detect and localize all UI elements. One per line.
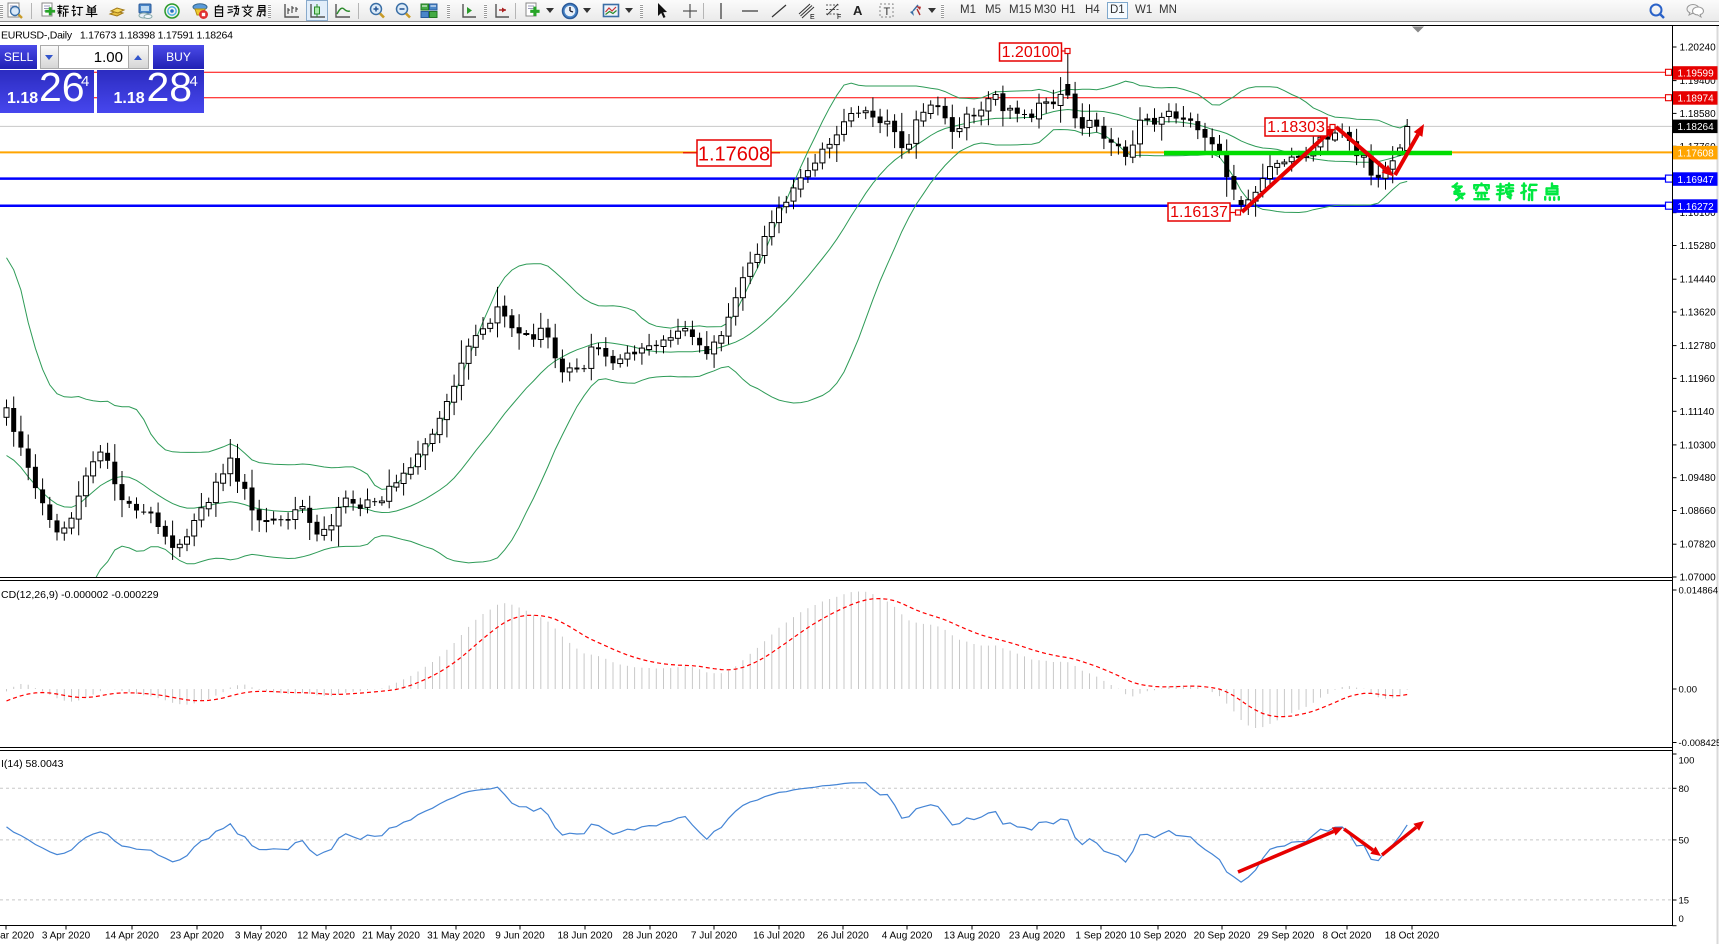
svg-text:31 May 2020: 31 May 2020 [427,931,485,942]
svg-text:EURUSD-,Daily 1.17673 1.1839: EURUSD-,Daily 1.17673 1.18398 1.17591 1.… [1,30,233,42]
svg-text:1.17608: 1.17608 [698,143,770,165]
svg-text:12 May 2020: 12 May 2020 [297,931,355,942]
svg-text:1.20100: 1.20100 [1002,44,1060,61]
svg-text:1.11140: 1.11140 [1680,407,1715,418]
svg-text:1.13620: 1.13620 [1680,308,1717,319]
svg-text:9 Jun 2020: 9 Jun 2020 [495,931,545,942]
svg-text:3 May 2020: 3 May 2020 [235,931,288,942]
svg-text:CD(12,26,9) -0.000002 -0.00022: CD(12,26,9) -0.000002 -0.000229 [1,589,159,601]
svg-text:23 Aug 2020: 23 Aug 2020 [1009,931,1066,942]
svg-text:21 May 2020: 21 May 2020 [362,931,420,942]
svg-text:1.11960: 1.11960 [1680,374,1716,385]
svg-text:1.18580: 1.18580 [1680,109,1717,120]
svg-text:T: T [884,6,891,18]
svg-text:1.07000: 1.07000 [1680,573,1717,584]
svg-text:1.14440: 1.14440 [1680,275,1717,286]
svg-text:0.014864: 0.014864 [1679,586,1719,597]
svg-text:1.18974: 1.18974 [1678,94,1715,105]
svg-text:16 Jul 2020: 16 Jul 2020 [753,931,805,942]
svg-text:26 Jul 2020: 26 Jul 2020 [817,931,869,942]
svg-text:1 Sep 2020: 1 Sep 2020 [1075,931,1127,942]
svg-text:13 Aug 2020: 13 Aug 2020 [944,931,1001,942]
svg-text:80: 80 [1679,784,1690,795]
svg-text:100: 100 [1679,756,1695,767]
svg-text:-0.008425: -0.008425 [1679,738,1719,749]
svg-text:1.16272: 1.16272 [1678,202,1715,213]
svg-text:15: 15 [1679,896,1690,907]
svg-text:23 Apr 2020: 23 Apr 2020 [170,931,224,942]
svg-text:1.19400: 1.19400 [1680,76,1717,87]
svg-text:0.00: 0.00 [1679,685,1698,696]
svg-text:I(14) 58.0043: I(14) 58.0043 [1,758,64,770]
svg-text:1.10300: 1.10300 [1680,440,1717,451]
svg-text:18 Jun 2020: 18 Jun 2020 [557,931,612,942]
svg-text:1.16947: 1.16947 [1678,175,1715,186]
svg-text:7 Jul 2020: 7 Jul 2020 [691,931,738,942]
svg-text:50: 50 [1679,835,1690,846]
svg-text:28 Jun 2020: 28 Jun 2020 [622,931,677,942]
svg-text:24 Mar 2020: 24 Mar 2020 [0,931,35,942]
svg-text:8 Oct 2020: 8 Oct 2020 [1323,931,1372,942]
svg-text:1.09480: 1.09480 [1680,473,1717,484]
svg-text:1.18303: 1.18303 [1267,119,1325,136]
svg-text:E: E [810,14,815,20]
svg-text:1.20240: 1.20240 [1680,43,1717,54]
svg-text:1.15280: 1.15280 [1680,241,1717,252]
svg-text:14 Apr 2020: 14 Apr 2020 [105,931,159,942]
svg-text:29 Sep 2020: 29 Sep 2020 [1258,931,1315,942]
svg-text:1.07820: 1.07820 [1680,540,1717,551]
svg-text:10 Sep 2020: 10 Sep 2020 [1130,931,1187,942]
svg-text:0: 0 [1679,914,1684,925]
svg-text:20 Sep 2020: 20 Sep 2020 [1194,931,1251,942]
svg-text:3 Apr 2020: 3 Apr 2020 [42,931,91,942]
svg-text:F: F [837,14,841,20]
svg-text:1.17608: 1.17608 [1678,148,1715,159]
svg-text:4 Aug 2020: 4 Aug 2020 [882,931,933,942]
svg-text:1.19599: 1.19599 [1678,69,1715,80]
svg-text:1.12780: 1.12780 [1680,341,1717,352]
svg-text:1.08660: 1.08660 [1680,506,1717,517]
svg-text:18 Oct 2020: 18 Oct 2020 [1385,931,1440,942]
svg-text:1.16137: 1.16137 [1170,204,1228,221]
svg-text:1.18264: 1.18264 [1678,122,1715,133]
svg-text:1.16100: 1.16100 [1680,208,1717,219]
